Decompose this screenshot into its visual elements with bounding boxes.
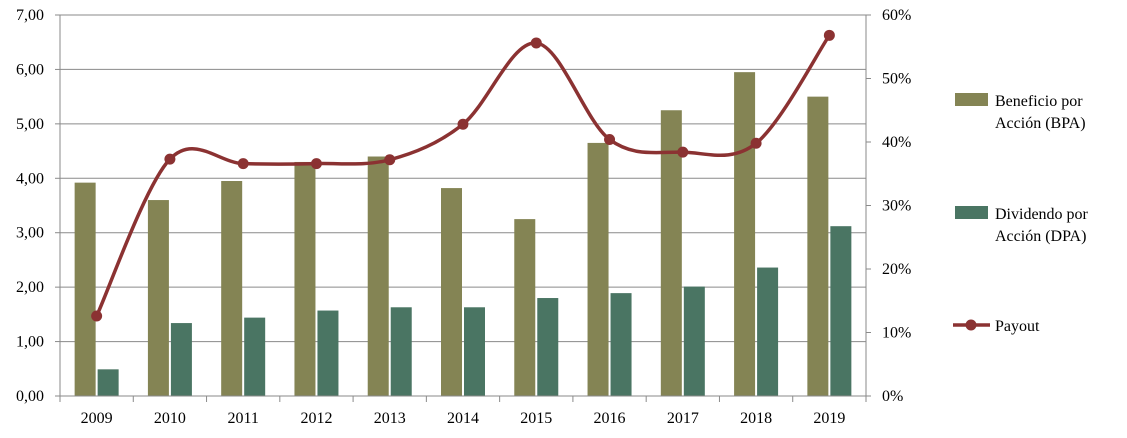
bpa-bar bbox=[294, 161, 316, 396]
x-tick-label: 2012 bbox=[300, 410, 332, 427]
y-right-tick-label: 40% bbox=[882, 134, 911, 151]
legend-label: Beneficio por bbox=[995, 93, 1083, 110]
x-tick-label: 2014 bbox=[447, 410, 479, 427]
y-right-tick-label: 10% bbox=[882, 325, 911, 342]
dpa-bar bbox=[317, 310, 339, 396]
payout-marker bbox=[823, 29, 835, 41]
y-left-tick-label: 4,00 bbox=[16, 170, 44, 187]
y-right-tick-label: 50% bbox=[882, 71, 911, 88]
bpa-bar bbox=[587, 142, 609, 396]
y-left-tick-label: 3,00 bbox=[16, 225, 44, 242]
payout-marker bbox=[457, 118, 469, 130]
bpa-bar bbox=[147, 200, 169, 396]
bpa-bar bbox=[74, 182, 96, 396]
x-tick-label: 2011 bbox=[227, 410, 258, 427]
payout-marker bbox=[310, 158, 322, 170]
y-left-tick-label: 0,00 bbox=[16, 388, 44, 405]
payout-marker bbox=[164, 153, 176, 165]
payout-marker bbox=[750, 137, 762, 149]
axes: 0,00 1,00 2,00 3,00 4,00 5,00 6,00 7,00 0% 10% 20%… bbox=[16, 7, 911, 427]
bpa-bar bbox=[514, 219, 536, 396]
legend-swatch-bpa bbox=[955, 93, 988, 106]
dpa-bar bbox=[464, 307, 485, 396]
dpa-bar bbox=[244, 317, 266, 396]
dpa-bar bbox=[757, 267, 779, 396]
payout-line-series bbox=[91, 29, 835, 322]
bpa-bar bbox=[660, 110, 682, 396]
payout-marker bbox=[237, 158, 249, 170]
payout-marker bbox=[677, 146, 689, 158]
payout-marker bbox=[604, 133, 616, 145]
x-tick-label: 2019 bbox=[813, 410, 845, 427]
legend: Beneficio por Acción (BPA) Dividendo por Ac… bbox=[953, 93, 1089, 335]
dpa-bar bbox=[390, 307, 412, 396]
bpa-bar bbox=[734, 72, 756, 397]
dpa-bar bbox=[170, 323, 192, 396]
y-right-tick-label: 60% bbox=[882, 7, 911, 24]
dpa-bar bbox=[97, 369, 119, 396]
payout-marker bbox=[91, 310, 103, 322]
bpa-bar bbox=[807, 96, 829, 397]
x-tick-label: 2013 bbox=[374, 410, 406, 427]
bpa-bar bbox=[221, 181, 243, 396]
x-tick-label: 2009 bbox=[81, 410, 113, 427]
y-left-tick-label: 5,00 bbox=[16, 116, 44, 133]
payout-marker bbox=[530, 37, 542, 49]
dpa-bar bbox=[537, 298, 559, 396]
x-tick-label: 2016 bbox=[594, 410, 626, 427]
payout-marker bbox=[384, 154, 396, 166]
x-tick-label: 2017 bbox=[667, 410, 699, 427]
y-right-tick-label: 30% bbox=[882, 198, 911, 215]
dpa-bar bbox=[683, 286, 705, 396]
bpa-bar bbox=[367, 156, 389, 396]
dpa-bar bbox=[830, 226, 852, 396]
y-right-tick-label: 20% bbox=[882, 261, 911, 278]
y-right-tick-label: 0% bbox=[882, 388, 903, 405]
x-tick-label: 2010 bbox=[154, 410, 186, 427]
legend-label: Acción (DPA) bbox=[995, 228, 1086, 245]
payout-line bbox=[95, 34, 831, 317]
bar-series bbox=[74, 72, 852, 397]
legend-swatch-dpa bbox=[955, 206, 988, 219]
legend-label: Dividendo por bbox=[995, 206, 1089, 223]
y-left-tick-label: 7,00 bbox=[16, 7, 44, 24]
y-left-tick-label: 6,00 bbox=[16, 61, 44, 78]
y-left-tick-label: 2,00 bbox=[16, 279, 44, 296]
legend-marker-payout bbox=[965, 319, 977, 331]
x-tick-label: 2018 bbox=[740, 410, 772, 427]
x-tick-label: 2015 bbox=[520, 410, 552, 427]
legend-label: Acción (BPA) bbox=[995, 115, 1086, 132]
y-left-tick-label: 1,00 bbox=[16, 334, 44, 351]
bpa-bar bbox=[441, 188, 462, 396]
dpa-bar bbox=[610, 293, 632, 396]
legend-label: Payout bbox=[995, 318, 1040, 335]
